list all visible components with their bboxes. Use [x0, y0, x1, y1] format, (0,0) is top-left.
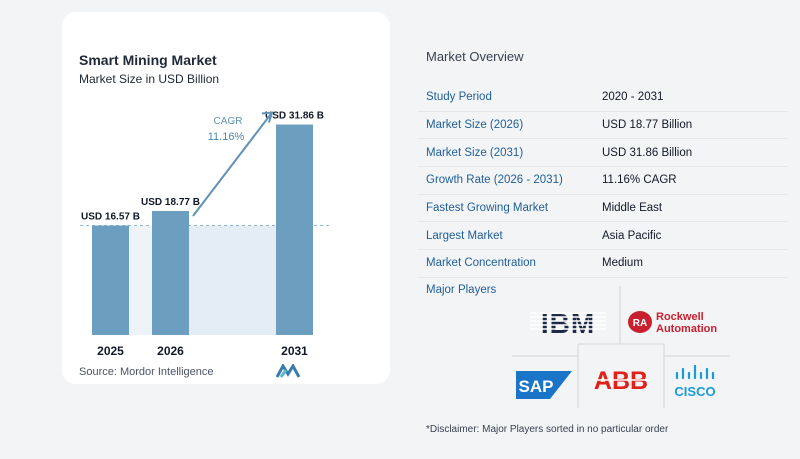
- bar-value-label: USD 31.86 B: [265, 111, 324, 122]
- row-value: USD 31.86 Billion: [602, 146, 693, 159]
- table-row: Fastest Growing Market Middle East: [418, 195, 788, 223]
- projection-area: [189, 225, 276, 335]
- disclaimer: *Disclaimer: Major Players sorted in no …: [426, 424, 669, 435]
- rockwell-text: Rockwell: [656, 311, 704, 323]
- row-value: 2020 - 2031: [602, 91, 664, 104]
- row-label: Growth Rate (2026 - 2031): [426, 174, 563, 187]
- gap-area: [129, 225, 152, 335]
- table-row: Market Size (2031) USD 31.86 Billion: [418, 139, 788, 168]
- overview-table: Study Period 2020 - 2031 Market Size (20…: [418, 84, 788, 278]
- table-row: Market Size (2026) USD 18.77 Billion: [418, 112, 788, 140]
- cisco-logo: CISCO: [674, 364, 716, 399]
- cisco-logo-text: CISCO: [674, 384, 715, 399]
- bar-2026: [152, 211, 189, 335]
- row-label: Fastest Growing Market: [426, 202, 549, 215]
- cagr-arrowhead: [261, 111, 274, 123]
- mordor-intelligence-logo: [276, 364, 301, 378]
- major-players-title: Major Players: [426, 284, 497, 296]
- cagr-value: 11.16%: [208, 131, 245, 143]
- x-tick-label: 2025: [97, 344, 124, 358]
- source-label: Source: Mordor Intelligence: [79, 366, 214, 378]
- x-tick-label: 2031: [281, 344, 308, 358]
- table-row: Growth Rate (2026 - 2031) 11.16% CAGR: [418, 167, 788, 195]
- rockwell-automation-logo: RA Rockwell Automation: [628, 311, 717, 335]
- ibm-logo-text: IBM: [541, 308, 595, 339]
- bar-value-label: USD 18.77 B: [141, 197, 200, 208]
- chart-subtitle: Market Size in USD Billion: [79, 72, 220, 86]
- sap-logo: SAP: [516, 371, 572, 399]
- chart-card: USD 16.57 B 2025 USD 18.77 B 2026 USD 31.86 …: [62, 12, 390, 384]
- row-label: Study Period: [426, 91, 492, 104]
- row-value: Medium: [602, 257, 643, 270]
- automation-text: Automation: [656, 323, 717, 335]
- row-label: Market Size (2031): [426, 146, 524, 159]
- row-value: Asia Pacific: [602, 229, 662, 242]
- market-overview-title: Market Overview: [426, 49, 524, 64]
- chart-title: Smart Mining Market: [79, 52, 217, 68]
- row-label: Market Concentration: [426, 257, 536, 270]
- table-row: Study Period 2020 - 2031: [418, 84, 788, 112]
- ibm-logo: IBM: [530, 308, 606, 339]
- row-value: USD 18.77 Billion: [602, 119, 693, 132]
- cagr-arrow: [192, 111, 273, 217]
- abb-logo: ABB: [592, 367, 650, 395]
- table-row: Largest Market Asia Pacific: [418, 222, 788, 251]
- rockwell-badge-text: RA: [633, 318, 647, 329]
- bar-chart: USD 16.57 B 2025 USD 18.77 B 2026 USD 31.86 …: [80, 111, 332, 358]
- row-label: Largest Market: [426, 229, 503, 242]
- bar-2031: [276, 124, 313, 335]
- bar-2025: [92, 225, 129, 335]
- abb-logo-text: ABB: [594, 367, 648, 395]
- row-value: 11.16% CAGR: [602, 174, 677, 187]
- sap-logo-text: SAP: [519, 377, 554, 396]
- x-tick-label: 2026: [157, 344, 184, 358]
- cagr-label: CAGR: [214, 116, 243, 127]
- row-value: Middle East: [602, 202, 663, 215]
- table-row: Market Concentration Medium: [418, 250, 788, 278]
- bar-value-label: USD 16.57 B: [81, 212, 140, 223]
- row-label: Market Size (2026): [426, 119, 524, 132]
